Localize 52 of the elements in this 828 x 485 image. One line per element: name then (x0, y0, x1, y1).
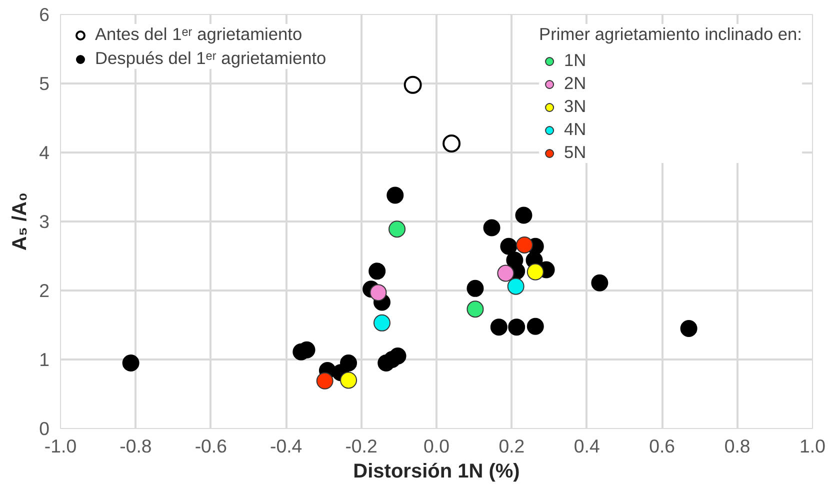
legend-label: Antes del 1ᵉʳ agrietamiento (95, 24, 302, 45)
y-tick-label: 6 (39, 4, 50, 25)
point (507, 278, 524, 295)
point (466, 300, 484, 318)
x-tick-label: 0.8 (724, 436, 750, 456)
y-tick-label: 4 (39, 142, 50, 163)
legend-label: 5N (564, 142, 586, 163)
x-axis-title: Distorsión 1N (%) (353, 460, 520, 482)
point (500, 238, 518, 255)
point (373, 314, 390, 332)
point (316, 372, 334, 390)
legend-label: 3N (564, 96, 586, 117)
point (340, 354, 358, 372)
point (526, 318, 544, 335)
x-tick-label: 0.4 (574, 436, 600, 456)
x-tick-label: 1.0 (800, 436, 826, 456)
point (122, 354, 140, 372)
point (680, 320, 698, 337)
x-tick-label: 0.0 (424, 436, 450, 456)
point (508, 318, 526, 336)
point (497, 264, 514, 282)
x-tick-label: -0.8 (120, 436, 152, 456)
x-tick-label: 0.6 (649, 436, 676, 456)
point (340, 372, 358, 389)
point (516, 236, 533, 254)
x-tick-label: 0.2 (498, 436, 525, 456)
point (515, 206, 532, 224)
legend-label: 1N (564, 50, 586, 71)
point (591, 274, 608, 292)
point (483, 219, 500, 236)
legend-label: 2N (564, 73, 586, 94)
point (368, 262, 386, 280)
x-tick-label: -0.2 (345, 436, 378, 456)
point (442, 134, 461, 153)
legend-title: Primer agrietamiento inclinado en: (539, 24, 802, 45)
point (490, 318, 508, 336)
legend-label: Después del 1ᵉʳ agrietamiento (95, 48, 326, 69)
legend-label: 4N (564, 119, 586, 140)
y-tick-label: 1 (39, 349, 50, 370)
point (388, 220, 406, 238)
point (526, 263, 544, 280)
x-tick-label: -0.4 (270, 436, 302, 456)
point (404, 76, 422, 94)
y-axis-title: A₅ /A₀ (9, 192, 32, 251)
point (389, 348, 406, 365)
y-tick-label: 5 (39, 73, 50, 94)
x-tick-label: -0.6 (194, 436, 227, 456)
y-tick-label: 3 (39, 211, 50, 232)
point (466, 280, 484, 297)
point (370, 284, 387, 302)
point (386, 186, 404, 204)
y-tick-label: 2 (39, 280, 50, 301)
